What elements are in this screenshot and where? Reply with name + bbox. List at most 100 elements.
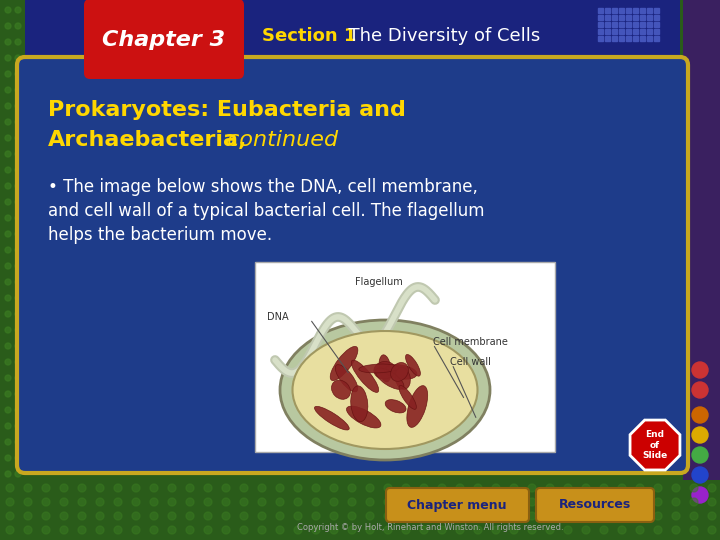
Bar [626, 22, 631, 27]
Circle shape [5, 135, 11, 141]
Bar [626, 15, 631, 20]
Circle shape [708, 498, 716, 506]
Circle shape [582, 512, 590, 520]
Circle shape [5, 375, 11, 381]
Circle shape [618, 498, 626, 506]
Bar [619, 36, 624, 41]
Bar [25, 0, 680, 70]
Circle shape [312, 526, 320, 534]
Circle shape [78, 484, 86, 492]
Circle shape [132, 498, 140, 506]
Circle shape [564, 498, 572, 506]
Bar [598, 22, 603, 27]
Circle shape [528, 484, 536, 492]
Text: Section 1: Section 1 [262, 27, 356, 45]
FancyBboxPatch shape [536, 488, 654, 522]
Circle shape [132, 512, 140, 520]
Ellipse shape [346, 406, 381, 428]
Circle shape [420, 498, 428, 506]
Circle shape [294, 484, 302, 492]
Bar [626, 8, 631, 13]
Circle shape [456, 484, 464, 492]
Circle shape [258, 484, 266, 492]
Circle shape [384, 498, 392, 506]
Polygon shape [630, 420, 680, 470]
Circle shape [15, 23, 21, 29]
Circle shape [132, 484, 140, 492]
Circle shape [366, 484, 374, 492]
Circle shape [15, 279, 21, 285]
Circle shape [5, 215, 11, 221]
Circle shape [692, 382, 708, 398]
Circle shape [78, 526, 86, 534]
Circle shape [24, 484, 32, 492]
Circle shape [114, 512, 122, 520]
Bar [626, 36, 631, 41]
Circle shape [402, 526, 410, 534]
Circle shape [276, 526, 284, 534]
Ellipse shape [407, 386, 428, 427]
Circle shape [5, 295, 11, 301]
Circle shape [114, 484, 122, 492]
Circle shape [240, 526, 248, 534]
Circle shape [5, 119, 11, 125]
Circle shape [15, 295, 21, 301]
Bar [654, 22, 659, 27]
Text: • The image below shows the DNA, cell membrane,: • The image below shows the DNA, cell me… [48, 178, 478, 196]
Bar [619, 29, 624, 34]
Circle shape [15, 71, 21, 77]
Circle shape [510, 484, 518, 492]
Ellipse shape [385, 400, 406, 413]
Circle shape [564, 526, 572, 534]
Bar [633, 36, 638, 41]
Bar [633, 29, 638, 34]
Circle shape [15, 183, 21, 189]
Circle shape [15, 455, 21, 461]
FancyBboxPatch shape [17, 57, 688, 473]
Circle shape [474, 512, 482, 520]
Circle shape [15, 503, 21, 509]
Circle shape [492, 526, 500, 534]
Bar [633, 22, 638, 27]
Bar [598, 15, 603, 20]
Ellipse shape [331, 380, 351, 399]
Circle shape [96, 512, 104, 520]
Circle shape [5, 487, 11, 493]
Circle shape [204, 484, 212, 492]
Circle shape [15, 519, 21, 525]
Circle shape [240, 484, 248, 492]
Bar [626, 29, 631, 34]
Circle shape [348, 512, 356, 520]
Circle shape [690, 512, 698, 520]
Text: continued: continued [220, 130, 338, 150]
Text: Flagellum: Flagellum [355, 277, 402, 287]
Bar [640, 36, 645, 41]
Circle shape [42, 498, 50, 506]
Circle shape [330, 526, 338, 534]
Circle shape [24, 526, 32, 534]
Bar [255, 262, 555, 452]
Circle shape [690, 484, 698, 492]
Text: End
of
Slide: End of Slide [642, 430, 667, 460]
Circle shape [258, 512, 266, 520]
Circle shape [15, 215, 21, 221]
FancyBboxPatch shape [84, 0, 244, 79]
Bar [647, 29, 652, 34]
Circle shape [366, 526, 374, 534]
Circle shape [294, 526, 302, 534]
Circle shape [420, 484, 428, 492]
Circle shape [384, 512, 392, 520]
Circle shape [618, 526, 626, 534]
Circle shape [78, 512, 86, 520]
Circle shape [5, 503, 11, 509]
Ellipse shape [330, 347, 358, 381]
Text: Chapter menu: Chapter menu [408, 498, 507, 511]
Bar [598, 36, 603, 41]
Circle shape [168, 526, 176, 534]
Circle shape [186, 498, 194, 506]
Circle shape [546, 526, 554, 534]
Circle shape [600, 512, 608, 520]
Bar [640, 22, 645, 27]
Circle shape [348, 526, 356, 534]
Circle shape [276, 498, 284, 506]
